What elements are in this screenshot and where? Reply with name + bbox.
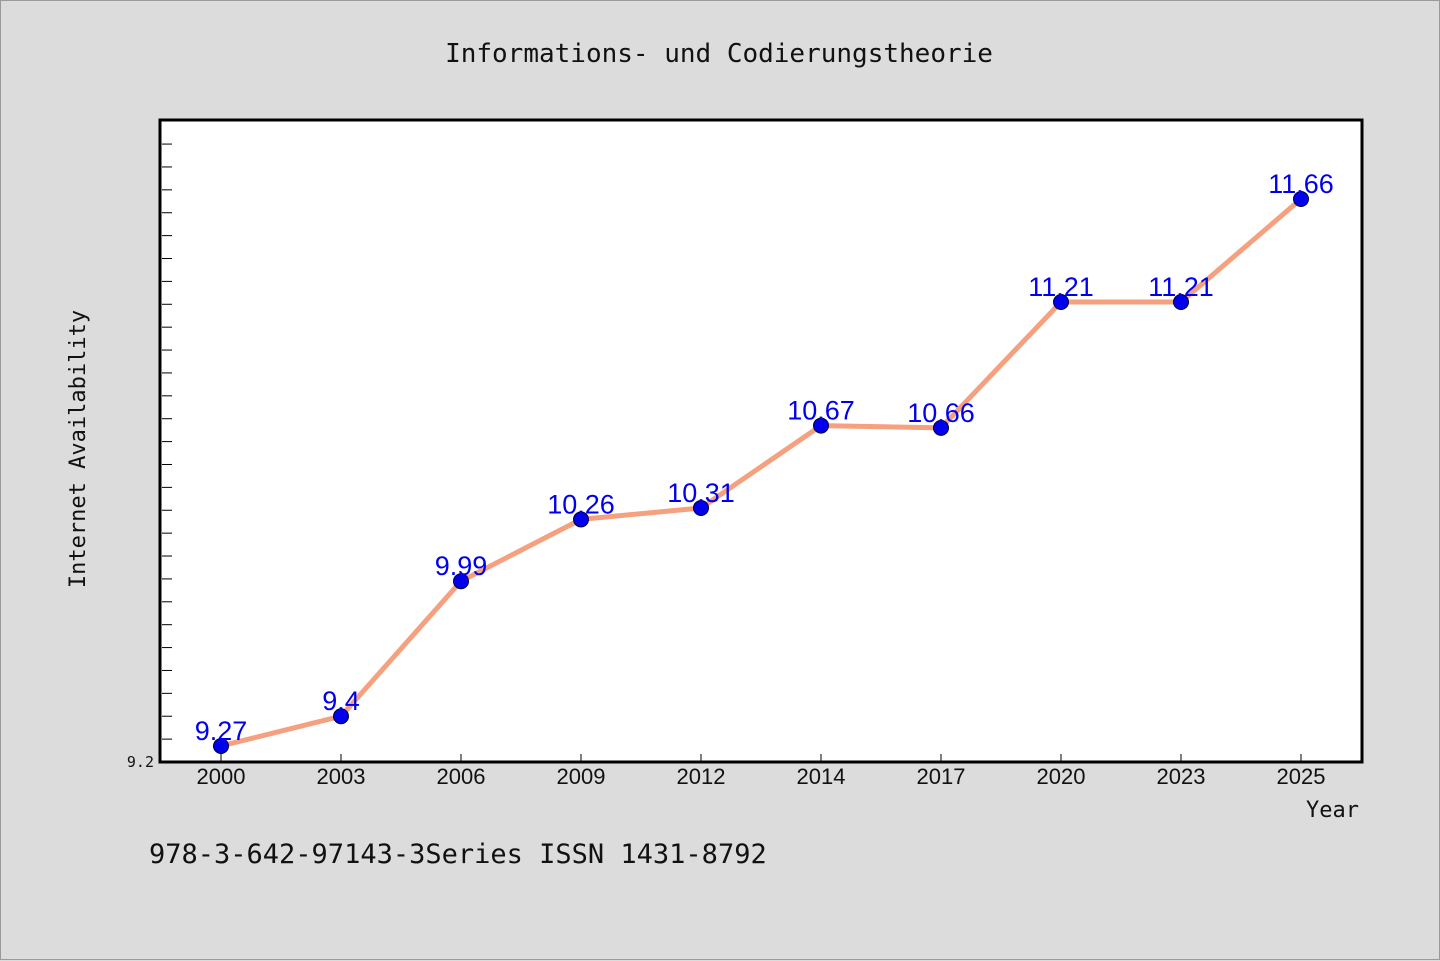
data-point — [1053, 293, 1069, 310]
data-point — [573, 511, 589, 528]
data-labels-group: 9.27 9.4 9.99 10.26 10.31 10.67 10.66 11.21 11.2… — [195, 169, 1334, 746]
x-tick-label: 2025 — [1277, 764, 1326, 789]
data-point — [333, 708, 349, 725]
y-tick-label: 9.2 — [127, 753, 154, 771]
x-axis-ticks: 2000 2003 2006 2009 2012 2014 2017 2020 2023 2025 — [197, 754, 1326, 789]
data-label: 11.21 — [1028, 272, 1094, 302]
data-label: 11.21 — [1148, 272, 1214, 302]
isbn-issn-footer: 978-3-642-97143-3Series ISSN 1431-8792 — [149, 839, 767, 870]
chart-title: Informations- und Codierungstheorie — [445, 39, 993, 69]
x-tick-label: 2023 — [1157, 764, 1206, 789]
data-label: 9.27 — [195, 716, 248, 746]
data-point — [453, 573, 469, 590]
x-axis-label: Year — [1306, 798, 1359, 823]
plot-area — [158, 118, 1364, 764]
data-label: 11.66 — [1268, 169, 1334, 199]
series-line-group — [218, 196, 1304, 749]
x-tick-label: 2012 — [677, 764, 726, 789]
series-points-group — [213, 191, 1309, 754]
x-tick-label: 2017 — [917, 764, 966, 789]
x-tick-label: 2014 — [797, 764, 846, 789]
data-point — [813, 417, 829, 434]
data-label: 10.67 — [787, 396, 855, 426]
data-label: 9.4 — [322, 686, 360, 716]
data-point — [1173, 293, 1189, 310]
data-label: 10.66 — [907, 398, 975, 428]
data-point — [933, 419, 949, 436]
series-line — [218, 196, 1304, 749]
data-label: 10.26 — [547, 489, 615, 519]
x-tick-label: 2009 — [557, 764, 606, 789]
y-axis-label: Internet Availability — [66, 310, 91, 588]
x-tick-label: 2000 — [197, 764, 246, 789]
x-tick-label: 2003 — [317, 764, 366, 789]
data-point — [693, 499, 709, 516]
y-axis-ticks: 9.2 — [127, 143, 172, 771]
x-tick-label: 2006 — [437, 764, 486, 789]
data-label: 9.99 — [435, 551, 488, 581]
data-point — [1293, 191, 1309, 207]
x-tick-label: 2020 — [1037, 764, 1086, 789]
data-point — [213, 737, 229, 754]
data-label: 10.31 — [667, 478, 735, 508]
